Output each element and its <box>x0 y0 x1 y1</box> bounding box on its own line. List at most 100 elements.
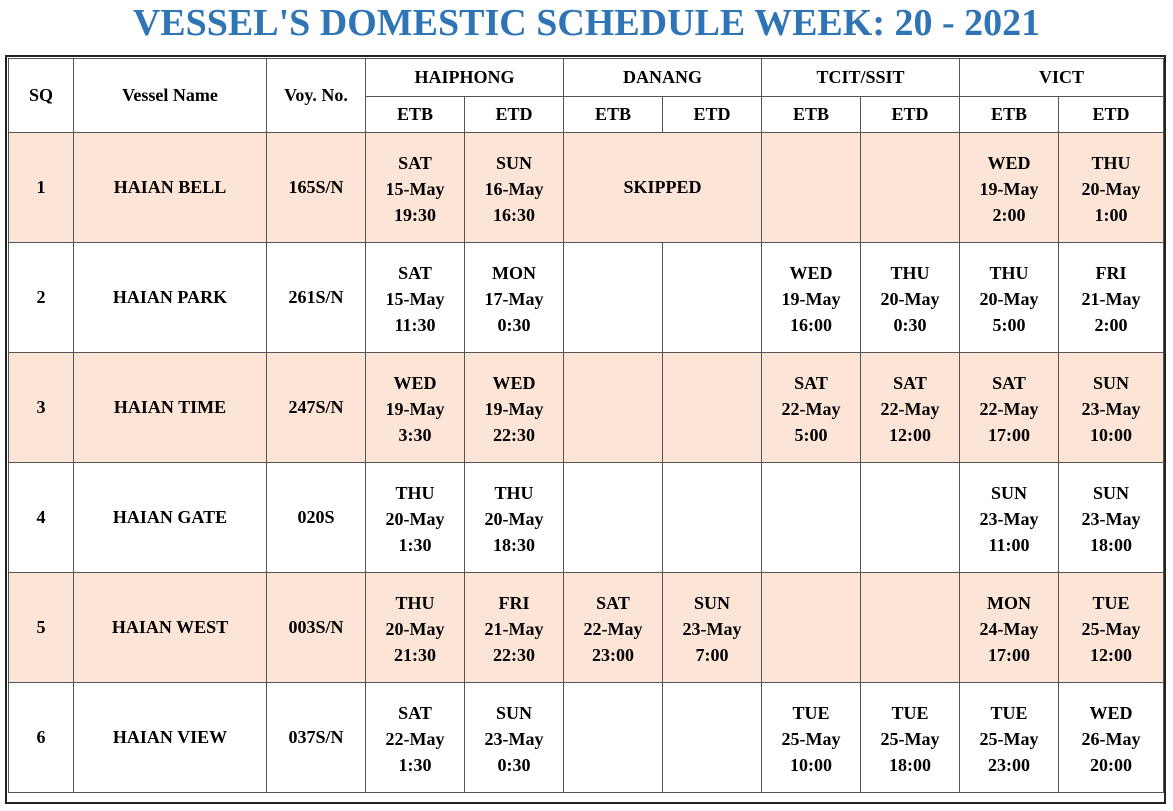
entry-date: 15-May <box>385 178 445 199</box>
vessel-name-cell: HAIAN VIEW <box>73 682 267 793</box>
vessel-name-cell: HAIAN WEST <box>73 572 267 683</box>
entry-date: 22-May <box>880 398 940 419</box>
entry-day: SAT <box>398 262 432 283</box>
entry-time: 18:30 <box>493 534 535 555</box>
empty-cell <box>563 462 664 573</box>
entry-day: WED <box>987 152 1031 173</box>
hp-etb-cell: WED 19-May 3:30 <box>365 352 465 463</box>
entry-day: THU <box>395 592 435 613</box>
entry-date: 19-May <box>385 398 445 419</box>
entry-day: SAT <box>794 372 828 393</box>
entry-time: 0:30 <box>497 314 531 335</box>
table-frame <box>5 55 1166 804</box>
entry-day: FRI <box>498 592 530 613</box>
sq-cell: 6 <box>8 682 74 793</box>
schedule-entry: SUN 23-May 10:00 <box>1059 364 1163 452</box>
vict-etd-cell: WED 26-May 20:00 <box>1058 682 1165 793</box>
entry-date: 20-May <box>979 288 1039 309</box>
entry-date: 19-May <box>781 288 841 309</box>
sq-cell: 2 <box>8 242 74 353</box>
schedule-entry: TUE 25-May 23:00 <box>960 694 1058 782</box>
entry-date: 24-May <box>979 618 1039 639</box>
header-vessel-name: Vessel Name <box>73 58 267 133</box>
entry-day: TUE <box>792 702 830 723</box>
hp-etd-cell: FRI 21-May 22:30 <box>463 572 565 683</box>
header-etb: ETB <box>563 96 664 133</box>
tc-etb-cell: TUE 25-May 10:00 <box>761 682 862 793</box>
vict-etb-cell: THU 20-May 5:00 <box>959 242 1060 353</box>
entry-time: 5:00 <box>992 314 1026 335</box>
tc-etd-cell: THU 20-May 0:30 <box>860 242 961 353</box>
hp-etb-cell: SAT 22-May 1:30 <box>365 682 465 793</box>
entry-date: 20-May <box>385 508 445 529</box>
empty-cell <box>761 132 862 243</box>
hp-etb-cell: SAT 15-May 11:30 <box>365 242 465 353</box>
entry-time: 23:00 <box>592 644 635 665</box>
voyage-number-cell: 247S/N <box>266 352 366 463</box>
entry-date: 23-May <box>1081 398 1141 419</box>
schedule-entry: TUE 25-May 12:00 <box>1059 584 1163 672</box>
voyage-number-cell: 261S/N <box>266 242 366 353</box>
entry-time: 21:30 <box>394 644 436 665</box>
dn-etd-cell: SUN 23-May 7:00 <box>662 572 763 683</box>
hp-etd-cell: SUN 16-May 16:30 <box>463 132 565 243</box>
schedule-entry: SAT 22-May 12:00 <box>861 364 959 452</box>
entry-date: 21-May <box>1081 288 1141 309</box>
entry-time: 11:30 <box>394 314 436 335</box>
voyage-number-cell: 165S/N <box>266 132 366 243</box>
header-port-haiphong: HAIPHONG <box>364 58 565 97</box>
vict-etb-cell: SAT 22-May 17:00 <box>959 352 1060 463</box>
entry-date: 23-May <box>1081 508 1141 529</box>
schedule-entry: SAT 15-May 19:30 <box>366 144 464 232</box>
entry-time: 0:30 <box>893 314 927 335</box>
schedule-entry: SAT 22-May 1:30 <box>366 694 464 782</box>
entry-day: SAT <box>398 702 432 723</box>
entry-date: 25-May <box>1081 618 1141 639</box>
entry-time: 18:00 <box>1090 534 1133 555</box>
schedule-entry: WED 19-May 16:00 <box>762 254 860 342</box>
header-sq: SQ <box>8 58 74 133</box>
entry-date: 20-May <box>385 618 445 639</box>
empty-cell <box>563 352 664 463</box>
empty-cell <box>860 132 961 243</box>
schedule-entry: THU 20-May 21:30 <box>366 584 464 672</box>
entry-date: 22-May <box>781 398 841 419</box>
entry-date: 25-May <box>781 728 841 749</box>
entry-time: 1:00 <box>1094 204 1128 225</box>
entry-time: 12:00 <box>1090 644 1133 665</box>
dn-etb-cell: SAT 22-May 23:00 <box>563 572 664 683</box>
entry-date: 23-May <box>484 728 544 749</box>
entry-date: 19-May <box>484 398 544 419</box>
entry-day: THU <box>890 262 930 283</box>
vict-etd-cell: TUE 25-May 12:00 <box>1058 572 1165 683</box>
entry-day: SAT <box>893 372 927 393</box>
entry-day: SUN <box>1093 372 1130 393</box>
entry-day: THU <box>989 262 1029 283</box>
schedule-entry: TUE 25-May 10:00 <box>762 694 860 782</box>
entry-date: 20-May <box>1081 178 1141 199</box>
hp-etb-cell: THU 20-May 1:30 <box>365 462 465 573</box>
entry-day: THU <box>1091 152 1131 173</box>
entry-date: 16-May <box>484 178 544 199</box>
entry-day: SUN <box>496 152 533 173</box>
entry-time: 16:30 <box>493 204 535 225</box>
entry-day: SUN <box>1093 482 1130 503</box>
header-port-danang: DANANG <box>563 58 763 97</box>
schedule-entry: SAT 22-May 23:00 <box>564 584 662 672</box>
entry-day: WED <box>789 262 833 283</box>
entry-day: WED <box>492 372 536 393</box>
empty-cell <box>860 572 961 683</box>
entry-day: WED <box>393 372 437 393</box>
schedule-entry: FRI 21-May 2:00 <box>1059 254 1163 342</box>
entry-time: 1:30 <box>398 534 432 555</box>
entry-time: 17:00 <box>988 424 1031 445</box>
entry-day: SAT <box>992 372 1026 393</box>
schedule-entry: SUN 16-May 16:30 <box>465 144 563 232</box>
schedule-entry: TUE 25-May 18:00 <box>861 694 959 782</box>
table-row: 1 HAIAN BELL 165S/N SAT 15-May 19:30 SUN 16-May… <box>8 132 1165 243</box>
tc-etd-cell: TUE 25-May 18:00 <box>860 682 961 793</box>
empty-cell <box>662 242 763 353</box>
entry-date: 22-May <box>979 398 1039 419</box>
schedule-entry: WED 26-May 20:00 <box>1059 694 1163 782</box>
entry-day: SUN <box>991 482 1028 503</box>
